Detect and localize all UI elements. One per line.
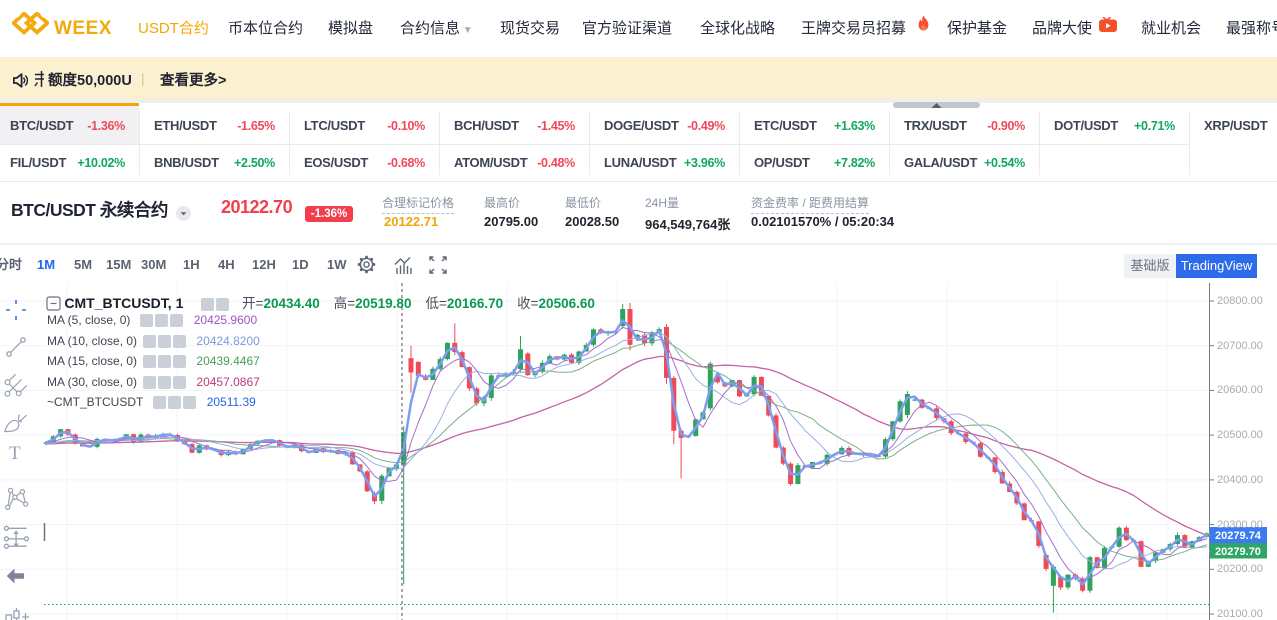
svg-text:20279.74: 20279.74 [1215,530,1262,542]
svg-text:20279.70: 20279.70 [1215,546,1261,558]
